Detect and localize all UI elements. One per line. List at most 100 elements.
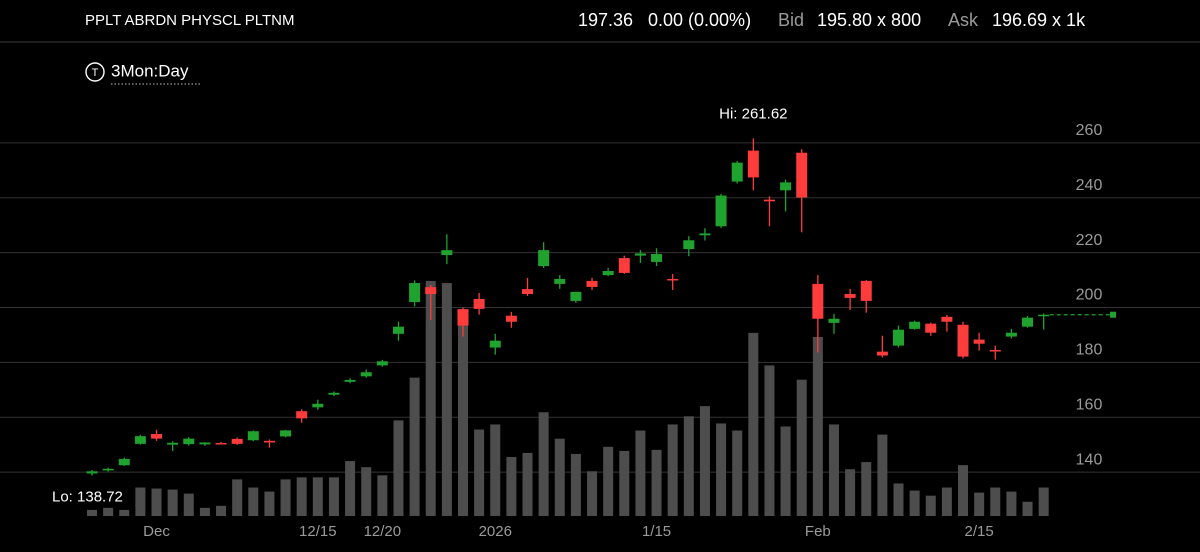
candle-body xyxy=(618,258,630,273)
volume-bar xyxy=(328,477,339,516)
volume-bar xyxy=(570,453,581,516)
candle-body xyxy=(409,283,421,302)
volume-bar xyxy=(199,507,210,516)
volume-bar xyxy=(393,420,404,516)
x-tick-label: 2026 xyxy=(479,523,512,540)
candle-body xyxy=(102,468,114,471)
candle-body xyxy=(683,240,695,250)
volume-bar xyxy=(941,487,952,516)
volume-bar xyxy=(1006,491,1017,516)
volume-bar xyxy=(796,379,807,516)
volume-bar xyxy=(1022,501,1033,516)
candle-body xyxy=(893,329,904,346)
candle-body xyxy=(134,436,146,444)
candle-body xyxy=(263,440,275,443)
x-tick-label: Feb xyxy=(805,523,831,540)
y-tick-label: 200 xyxy=(1076,287,1103,304)
x-tick-label: 1/15 xyxy=(642,523,671,540)
period[interactable]: 3Mon:Day xyxy=(111,61,189,80)
candle-body xyxy=(151,433,163,439)
volume-bar xyxy=(667,424,678,516)
volume-bar xyxy=(812,336,823,516)
volume-bar xyxy=(280,479,291,516)
volume-bar xyxy=(296,477,307,516)
candle-body xyxy=(538,250,550,267)
volume-bar xyxy=(441,283,452,516)
x-tick-label: Dec xyxy=(143,523,170,540)
candle-body xyxy=(667,278,679,281)
candle-body xyxy=(376,361,388,366)
candle-body xyxy=(392,326,404,334)
candle-body xyxy=(457,309,469,326)
candle-body xyxy=(522,289,534,295)
bid-label: Bid xyxy=(778,10,804,30)
candle-body xyxy=(570,291,582,301)
candle-body xyxy=(1005,332,1017,337)
candle-body xyxy=(812,283,824,319)
volume-bar xyxy=(732,430,743,516)
candle-body xyxy=(876,351,888,356)
candle-body xyxy=(731,162,743,182)
volume-bar xyxy=(425,281,436,516)
volume-bar xyxy=(699,406,710,516)
volume-bar xyxy=(264,491,275,516)
volume-bar xyxy=(893,483,904,516)
volume-bar xyxy=(619,450,630,516)
volume-bar xyxy=(925,495,936,516)
volume-bar xyxy=(683,416,694,516)
candle-body xyxy=(505,315,517,322)
volume-bar xyxy=(522,452,533,516)
volume-bar xyxy=(151,488,162,516)
volume-bar xyxy=(232,479,243,516)
candle-body xyxy=(247,431,259,441)
volume-bar xyxy=(377,475,388,516)
candle-body xyxy=(699,233,711,236)
volume-bar xyxy=(361,467,372,516)
ask-label: Ask xyxy=(948,10,979,30)
y-tick-label: 260 xyxy=(1076,122,1103,139)
x-tick-label: 12/20 xyxy=(364,523,402,540)
candle-body xyxy=(1038,314,1050,317)
volume-bar xyxy=(103,507,114,516)
candle-body xyxy=(973,339,985,344)
icon-circle[interactable] xyxy=(85,62,105,82)
candle-body xyxy=(360,372,372,377)
icon[interactable]: T xyxy=(92,67,99,79)
candle-body xyxy=(441,250,453,256)
volume-bar xyxy=(248,487,259,516)
candle-body xyxy=(586,280,598,287)
candle-body xyxy=(473,298,485,309)
candle-body xyxy=(747,150,759,178)
candle-body xyxy=(634,253,646,256)
candle-body xyxy=(86,471,98,474)
candle-body xyxy=(715,195,727,227)
volume-bar xyxy=(135,487,146,516)
volume-bar xyxy=(990,487,1001,516)
candle-body xyxy=(328,392,340,395)
candle-body xyxy=(957,324,969,357)
y-tick-label: 140 xyxy=(1076,451,1103,468)
candle-body xyxy=(1022,317,1034,327)
volume-bar xyxy=(716,423,727,516)
candle-body xyxy=(941,316,953,322)
volume-bar xyxy=(87,509,97,516)
candle-body xyxy=(925,323,937,333)
symbol: PPLT ABRDN PHYSCL PLTNM xyxy=(85,12,295,29)
volume-bar xyxy=(958,465,969,516)
volume-bar xyxy=(861,462,872,516)
volume-bar xyxy=(828,424,839,516)
candle-body xyxy=(118,458,130,466)
volume-bar xyxy=(457,314,468,516)
volume-bar xyxy=(974,492,985,516)
volume-bar xyxy=(490,424,501,516)
ask: 196.69 x 1k xyxy=(992,10,1086,30)
candle-body xyxy=(796,152,808,198)
y-tick-label: 240 xyxy=(1076,177,1103,194)
volume-bar xyxy=(748,332,759,516)
hi-label: Hi: 261.62 xyxy=(719,105,787,122)
candle-body xyxy=(312,403,324,408)
candle-body xyxy=(780,182,792,191)
